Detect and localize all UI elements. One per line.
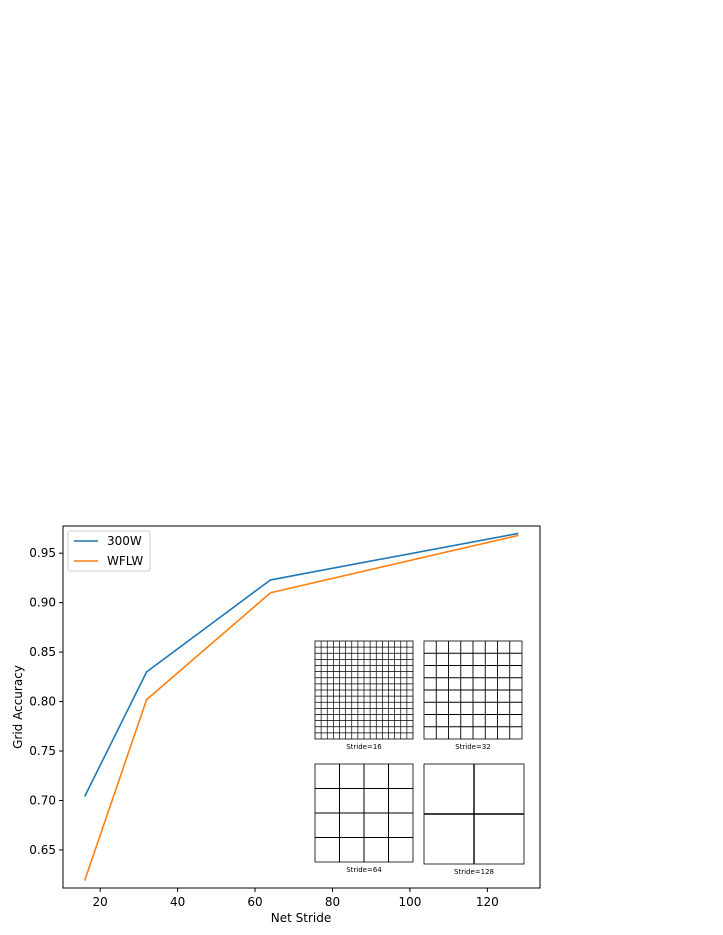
x-tick-label: 120 (476, 895, 499, 909)
legend-label: WFLW (107, 554, 143, 568)
y-tick-label: 0.65 (29, 843, 56, 857)
x-tick-label: 80 (325, 895, 340, 909)
series-line-wflw (83, 534, 519, 881)
y-tick-label: 0.95 (29, 546, 56, 560)
y-tick-label: 0.85 (29, 645, 56, 659)
inset-caption: Stride=64 (346, 866, 382, 874)
y-tick-label: 0.70 (29, 793, 56, 807)
y-axis: 0.65 0.70 0.75 0.80 0.85 0.90 0.95 (29, 546, 63, 857)
y-axis-label: Grid Accuracy (11, 665, 25, 749)
x-tick-label: 20 (93, 895, 108, 909)
x-axis: 20 40 60 80 100 120 (93, 888, 499, 909)
inset-panel: Stride=32 (423, 640, 523, 751)
series-lines (83, 532, 519, 881)
y-tick-label: 0.75 (29, 744, 56, 758)
series-line-300w (83, 532, 519, 797)
legend-label: 300W (107, 534, 142, 548)
inset-caption: Stride=32 (455, 743, 491, 751)
inset-panel: Stride=64 (314, 763, 414, 874)
stride-grid-inset: Stride=16 Stride=32 Stride=64 Stride=128 (314, 640, 525, 876)
x-tick-label: 100 (398, 895, 421, 909)
inset-panel: Stride=128 (423, 763, 525, 876)
y-tick-label: 0.80 (29, 695, 56, 709)
x-tick-label: 60 (247, 895, 262, 909)
inset-caption: Stride=16 (346, 743, 382, 751)
inset-panel: Stride=16 (314, 640, 414, 751)
x-tick-label: 40 (170, 895, 185, 909)
y-tick-label: 0.90 (29, 596, 56, 610)
x-axis-label: Net Stride (271, 911, 331, 925)
legend: 300W WFLW (67, 530, 151, 572)
inset-caption: Stride=128 (454, 868, 494, 876)
